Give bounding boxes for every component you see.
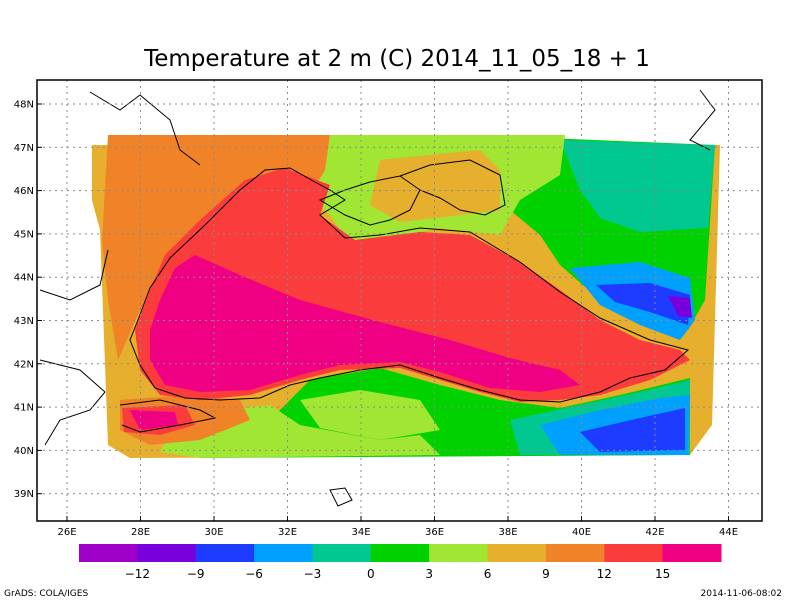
field-zone-6-9-azov [370, 150, 500, 222]
coastline-sea-of-azov [399, 159, 506, 216]
colorbar-label: −3 [304, 567, 322, 581]
coastline-crimea [318, 175, 421, 226]
x-tick-label: 42E [645, 527, 664, 538]
map-title: Temperature at 2 m (C) 2014_11_05_18 + 1 [143, 46, 650, 72]
colorbar-label: 0 [367, 567, 375, 581]
colorbar-swatch [312, 544, 372, 562]
coastline-aegean [39, 359, 106, 446]
x-tick-label: 28E [131, 527, 150, 538]
y-tick-label: 45N [14, 229, 34, 240]
x-tick-label: 36E [425, 527, 444, 538]
border-north [89, 91, 201, 166]
field-zone-3-6-central-anatolia [300, 390, 440, 440]
y-tick-label: 48N [14, 100, 34, 111]
x-tick-label: 34E [351, 527, 370, 538]
x-axis-ticks: 26E 28E 30E 32E 34E 36E 38E 40E 42E 44E [57, 516, 738, 538]
footer-left: GrADS: COLA/IGES [4, 589, 88, 599]
colorbar-label: 15 [655, 567, 670, 581]
x-tick-label: 30E [204, 527, 223, 538]
colorbar-label: −6 [245, 567, 263, 581]
colorbar-label: 6 [484, 567, 492, 581]
y-tick-label: 41N [14, 403, 34, 414]
y-tick-label: 42N [14, 359, 34, 370]
coastline-caspian-hint [689, 89, 716, 151]
colorbar-label: 9 [542, 567, 550, 581]
footer-right: 2014-11-06-08:02 [701, 589, 783, 599]
field-zone-below-minus12-caucasus [668, 296, 692, 318]
field-zone-minus9-minus6-east-anatolia [580, 408, 685, 452]
colorbar-label: 12 [597, 567, 612, 581]
y-tick-label: 44N [14, 273, 34, 284]
colorbar-swatch [487, 544, 547, 562]
y-tick-label: 40N [14, 446, 34, 457]
colorbar-label: −9 [187, 567, 205, 581]
colorbar-swatch [662, 544, 722, 562]
y-tick-label: 39N [14, 489, 34, 500]
colorbar-swatch [254, 544, 313, 562]
temperature-field [92, 135, 720, 458]
x-tick-label: 32E [278, 527, 297, 538]
gridlines [37, 80, 762, 521]
y-axis-ticks: 48N 47N 46N 45N 44N 43N 42N 41N 40N 39N [14, 100, 42, 500]
colorbar-swatch [370, 544, 430, 562]
coastline [39, 89, 716, 507]
colorbar-labels: −12 −9 −6 −3 0 3 6 9 12 15 [125, 567, 671, 581]
colorbar-label: 3 [425, 567, 433, 581]
y-tick-label: 43N [14, 316, 34, 327]
colorbar-swatch [604, 544, 664, 562]
x-tick-label: 26E [57, 527, 76, 538]
colorbar-label: −12 [125, 567, 150, 581]
border-west [39, 249, 109, 301]
coastline-black-sea [129, 167, 690, 403]
field-zone-above-15-marmara [130, 410, 178, 430]
y-tick-label: 47N [14, 143, 34, 154]
y-tick-label: 46N [14, 186, 34, 197]
x-tick-label: 44E [719, 527, 738, 538]
colorbar-swatch [545, 544, 605, 562]
coastline-marmara [119, 399, 217, 433]
colorbar-swatch [79, 544, 138, 562]
plot-frame [36, 79, 763, 522]
x-tick-label: 40E [572, 527, 591, 538]
field-zone-minus9-minus6-caucasus [596, 283, 690, 325]
x-tick-label: 38E [498, 527, 517, 538]
colorbar-swatch [429, 544, 489, 562]
colorbar-swatch [137, 544, 197, 562]
field-zone-minus3-0-ne [560, 140, 715, 232]
coastline-cyprus-hint [329, 487, 353, 507]
colorbar [79, 544, 722, 562]
colorbar-swatch [195, 544, 255, 562]
field-zone-above-15-black-sea [150, 255, 580, 392]
